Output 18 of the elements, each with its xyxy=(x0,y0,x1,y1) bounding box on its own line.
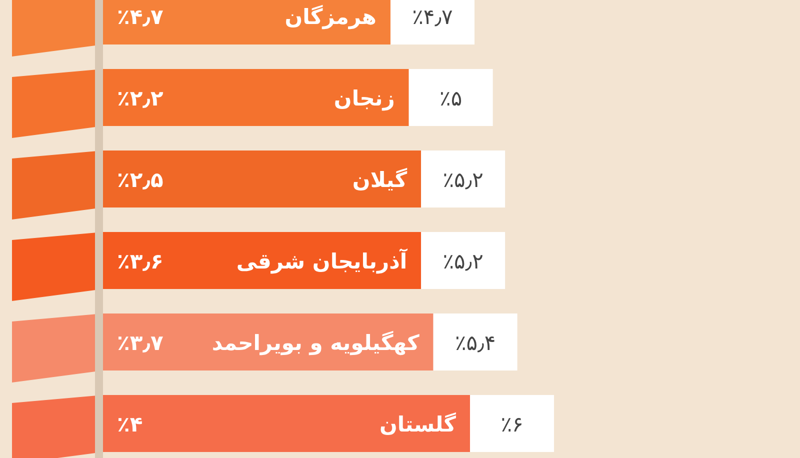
data-label: ٪۵ xyxy=(440,86,462,110)
annotation: ٪۲٫۵ xyxy=(117,168,164,192)
annotation: ٪۳٫۶ xyxy=(117,250,164,274)
y-tick-label: گیلان xyxy=(352,167,408,192)
data-label: ٪۶ xyxy=(500,412,524,436)
data-label: ٪۵٫۲ xyxy=(442,250,484,274)
annotation: ٪۴ xyxy=(117,412,143,436)
data-label: ٪۵٫۲ xyxy=(442,168,484,192)
annotation: ٪۳٫۷ xyxy=(117,331,164,355)
annotation: ٪۲٫۲ xyxy=(117,86,164,110)
data-label: ٪۵٫۴ xyxy=(454,331,496,355)
annotation: ٪۴٫۷ xyxy=(117,5,164,29)
y-tick-label: گلستان xyxy=(379,412,457,436)
data-label: ٪۴٫۷ xyxy=(412,5,453,29)
y-tick-label: آذربایجان شرقی xyxy=(236,248,408,274)
y-tick-label: زنجان xyxy=(334,86,395,112)
y-tick-label: کهگیلویه و بویراحمد xyxy=(212,330,420,356)
y-tick-label: هرمزگان xyxy=(284,4,376,30)
